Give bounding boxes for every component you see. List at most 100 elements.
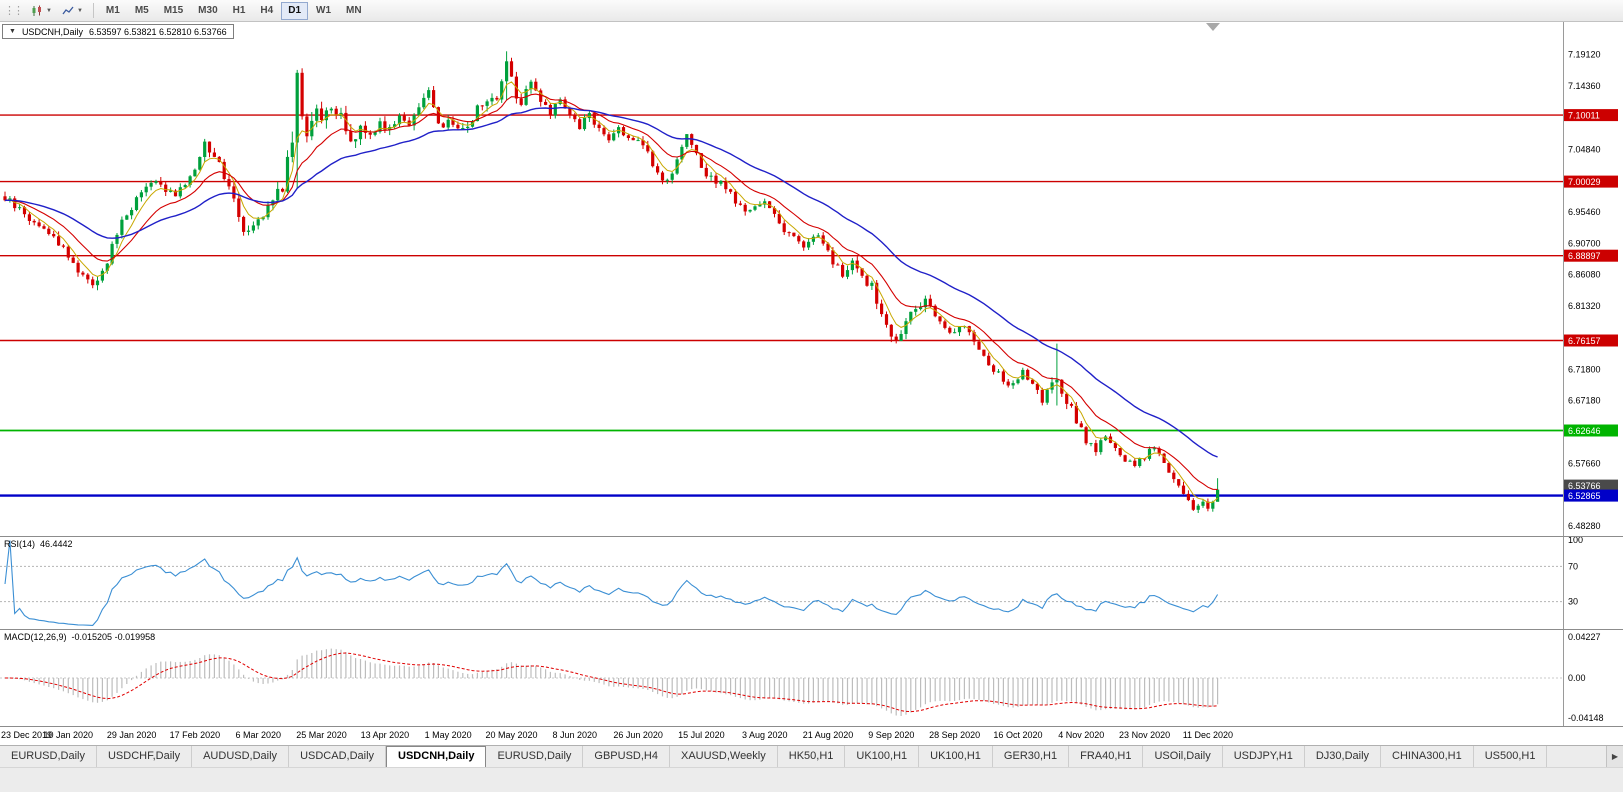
status-bar: [0, 767, 1623, 792]
price-marker-6.76157: [1564, 334, 1618, 347]
chart-tab-bar: ▶ EURUSD,Daily USDCHF,Daily AUDUSD,Daily US…: [0, 745, 1623, 767]
chart-window: 7.191207.143607.096007.048407.000806.954…: [0, 22, 1623, 745]
chart-tab-uk100-h1[interactable]: UK100,H1: [845, 746, 920, 767]
timeframe-button-h1[interactable]: H1: [226, 2, 253, 20]
chart-tab-audusd-daily[interactable]: AUDUSD,Daily: [192, 746, 290, 767]
rsi-value: 46.4442: [40, 539, 73, 549]
timeframe-button-m1[interactable]: M1: [99, 2, 127, 20]
chart-tab-gbpusd-h4[interactable]: GBPUSD,H4: [583, 746, 670, 767]
macd-values: -0.015205 -0.019958: [71, 632, 156, 642]
chart-tab-fra40-h1[interactable]: FRA40,H1: [1069, 746, 1144, 767]
timeframe-button-w1[interactable]: W1: [309, 2, 338, 20]
chart-tab-dj30-daily[interactable]: DJ30,Daily: [1305, 746, 1382, 767]
chart-tab-usdchf-daily[interactable]: USDCHF,Daily: [97, 746, 193, 767]
chart-tab-eurusd-daily[interactable]: EURUSD,Daily: [0, 746, 97, 767]
chart-tab-hk50-h1[interactable]: HK50,H1: [778, 746, 846, 767]
price-marker-text: 6.53766: [1568, 481, 1601, 491]
chart-tab-us500-h1[interactable]: US500,H1: [1474, 746, 1548, 767]
date-axis-label: 3 Aug 2020: [741, 730, 788, 740]
date-axis-label: 1 May 2020: [424, 730, 472, 740]
timeframe-button-d1[interactable]: D1: [281, 1, 309, 20]
timeframe-toolbar: M1 M5 M15 M30 H1 H4 D1 W1 MN: [99, 1, 369, 20]
date-axis-label: 23 Dec 2019: [1, 730, 53, 740]
timeframe-button-mn[interactable]: MN: [339, 2, 369, 20]
collapse-arrow-icon[interactable]: ▼: [9, 28, 16, 35]
price-marker-text: 6.52865: [1568, 491, 1601, 501]
price-marker-6.53766: [1564, 479, 1618, 492]
ma-mid-line: [4, 93, 1218, 490]
chart-tab-usdjpy-h1[interactable]: USDJPY,H1: [1223, 746, 1305, 767]
price-marker-6.88897: [1564, 249, 1618, 262]
chart-title-box: ▼ USDCNH,Daily 6.53597 6.53821 6.52810 6…: [2, 24, 234, 39]
top-toolbar: ⋮⋮ ▼ ▼ M1 M5 M15 M30 H1 H4 D1 W1 MN: [0, 0, 1623, 22]
chart-tab-china300-h1[interactable]: CHINA300,H1: [1381, 746, 1474, 767]
macd-panel: 0.04227 0.00 -0.04148 MACD(12,26,9) -0.0152…: [0, 630, 1623, 726]
tab-scroll-right-button[interactable]: ▶: [1606, 746, 1623, 767]
candlestick-icon: [32, 5, 41, 16]
rsi-line: [4, 540, 1219, 626]
date-axis-label: 21 Aug 2020: [802, 730, 854, 740]
chart-shift-marker[interactable]: [1206, 23, 1220, 31]
timeframe-button-m15[interactable]: M15: [157, 2, 190, 20]
macd-label: MACD(12,26,9) -0.015205 -0.019958: [4, 632, 160, 642]
line-chart-icon: [62, 6, 74, 14]
price-axis-label: 6.71800: [1568, 365, 1601, 375]
chart-type-button[interactable]: ▼: [26, 2, 57, 20]
price-marker-text: 7.10011: [1568, 111, 1600, 121]
macd-chart[interactable]: 0.04227 0.00 -0.04148: [0, 630, 1623, 726]
price-axis-label: 6.57660: [1568, 459, 1601, 469]
date-axis-label: 25 Mar 2020: [296, 730, 347, 740]
timeframe-button-m5[interactable]: M5: [128, 2, 156, 20]
chart-tab-xauusd-weekly[interactable]: XAUUSD,Weekly: [670, 746, 778, 767]
date-axis-label: 9 Sep 2020: [868, 730, 915, 740]
ma-fast-line: [4, 81, 1218, 504]
chart-tab-ger30-h1[interactable]: GER30,H1: [993, 746, 1070, 767]
chart-tab-usdcad-daily[interactable]: USDCAD,Daily: [289, 746, 387, 767]
date-axis[interactable]: 23 Dec 2019 10 Jan 2020 29 Jan 2020 17 Feb …: [0, 726, 1623, 745]
price-axis-label: 6.48280: [1568, 521, 1601, 531]
rsi-panel: 100 70 30 RSI(14) 46.4442: [0, 537, 1623, 629]
date-axis-label: 23 Nov 2020: [1119, 730, 1171, 740]
price-axis-label: 6.81320: [1568, 301, 1601, 311]
rsi-axis-label: 30: [1568, 597, 1578, 607]
date-axis-label: 4 Nov 2020: [1058, 730, 1105, 740]
price-axis-label: 6.67180: [1568, 395, 1601, 405]
price-marker-6.62646: [1564, 424, 1618, 437]
toolbar-drag-handle[interactable]: ⋮⋮: [4, 5, 24, 17]
price-marker-6.52865: [1564, 489, 1618, 502]
date-axis-label: 29 Jan 2020: [106, 730, 157, 740]
price-marker-text: 6.88897: [1568, 251, 1601, 261]
macd-axis-label: 0.04227: [1568, 632, 1601, 642]
indicators-menu-button[interactable]: ▼: [57, 2, 88, 20]
date-axis-label: 10 Jan 2020: [43, 730, 94, 740]
date-axis-label: 11 Dec 2020: [1182, 730, 1234, 740]
toolbar-separator: [92, 3, 94, 18]
price-marker-7.00029: [1564, 175, 1618, 188]
rsi-panel-resize-handle[interactable]: [0, 536, 1623, 537]
price-axis-label: 6.95460: [1568, 207, 1601, 217]
price-marker-text: 6.76157: [1568, 336, 1601, 346]
price-marker-7.10011: [1564, 109, 1618, 122]
chart-tab-uk100-h1[interactable]: UK100,H1: [919, 746, 993, 767]
chart-tab-usdcnh-daily[interactable]: USDCNH,Daily: [386, 746, 487, 767]
macd-name: MACD(12,26,9): [4, 632, 67, 642]
timeframe-button-h4[interactable]: H4: [253, 2, 280, 20]
date-axis-label: 17 Feb 2020: [169, 730, 221, 740]
rsi-axis-label: 100: [1568, 537, 1583, 545]
candles: [3, 51, 1220, 513]
date-axis-label: 13 Apr 2020: [360, 730, 410, 740]
ma-slow-line: [4, 106, 1218, 458]
chevron-down-icon: ▼: [46, 7, 52, 14]
price-marker-text: 6.62646: [1568, 426, 1601, 436]
chart-tab-eurusd-daily[interactable]: EURUSD,Daily: [486, 746, 584, 767]
price-axis-label: 6.86080: [1568, 270, 1601, 280]
price-axis-label: 7.04840: [1568, 145, 1601, 155]
timeframe-button-m30[interactable]: M30: [191, 2, 224, 20]
price-chart[interactable]: 7.191207.143607.096007.048407.000806.954…: [0, 22, 1623, 536]
price-axis-label: 6.90700: [1568, 239, 1601, 249]
chart-symbol-label: USDCNH,Daily: [21, 26, 83, 37]
date-axis-label: 8 Jun 2020: [552, 730, 598, 740]
macd-panel-resize-handle[interactable]: [0, 629, 1623, 630]
rsi-chart[interactable]: 100 70 30: [0, 537, 1623, 629]
chart-tab-usoil-daily[interactable]: USOil,Daily: [1143, 746, 1223, 767]
